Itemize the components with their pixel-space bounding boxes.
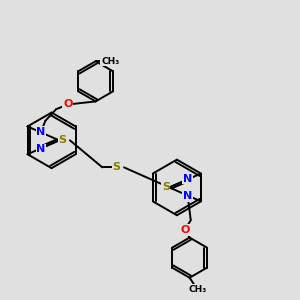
Text: N: N: [183, 191, 192, 201]
Text: O: O: [63, 100, 73, 110]
Text: CH₃: CH₃: [101, 57, 119, 66]
Text: N: N: [36, 144, 45, 154]
Text: CH₃: CH₃: [189, 285, 207, 294]
Text: S: S: [113, 162, 121, 172]
Text: S: S: [162, 182, 170, 192]
Text: N: N: [183, 174, 192, 184]
Text: O: O: [180, 225, 190, 235]
Text: N: N: [36, 127, 45, 136]
Text: S: S: [58, 135, 67, 145]
